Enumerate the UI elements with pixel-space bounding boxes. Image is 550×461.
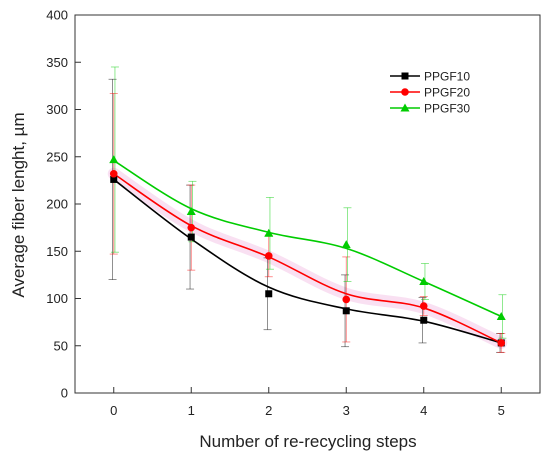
point-ppgf30-1 <box>186 207 196 216</box>
point-ppgf10-1 <box>187 233 195 241</box>
y-tick-label-300: 300 <box>46 102 68 117</box>
point-ppgf10-0 <box>110 175 118 183</box>
point-ppgf30-0 <box>109 155 119 164</box>
point-ppgf20-5 <box>497 339 506 347</box>
x-tick-label-0: 0 <box>110 403 117 418</box>
x-tick-label-5: 5 <box>498 403 505 418</box>
x-tick-label-4: 4 <box>420 403 427 418</box>
legend-marker-ppgf30 <box>400 103 410 112</box>
point-ppgf20-0 <box>109 169 118 178</box>
point-ppgf10-4 <box>420 316 428 324</box>
point-ppgf20-4 <box>419 302 428 310</box>
x-tick-label-2: 2 <box>265 403 272 418</box>
y-tick-label-400: 400 <box>46 8 68 23</box>
point-ppgf30-2 <box>264 228 274 237</box>
legend-label-ppgf10: PPGF10 <box>424 70 470 84</box>
y-tick-label-0: 0 <box>61 386 68 401</box>
legend-label-ppgf20: PPGF20 <box>424 86 470 100</box>
legend-marker-ppgf10 <box>401 72 409 80</box>
point-ppgf30-3 <box>341 240 351 249</box>
point-ppgf10-2 <box>265 290 273 298</box>
y-axis-title: Average fiber lenght, µm <box>9 112 28 297</box>
y-tick-label-100: 100 <box>46 291 68 306</box>
series-line-ppgf20 <box>113 173 502 344</box>
x-tick-label-1: 1 <box>188 403 195 418</box>
y-tick-label-250: 250 <box>46 149 68 164</box>
series-line-ppgf10 <box>113 178 502 344</box>
data-markers <box>109 155 506 347</box>
y-tick-label-50: 50 <box>54 338 68 353</box>
point-ppgf20-2 <box>264 252 273 260</box>
y-axis-ticks: 0 50 100 150 200 250 300 350 400 <box>46 8 81 401</box>
series-lines <box>113 159 502 344</box>
point-ppgf20-3 <box>342 295 351 304</box>
series-line-ppgf30 <box>113 159 502 318</box>
point-ppgf10-3 <box>342 307 350 315</box>
legend: PPGF10 PPGF20 PPGF30 <box>390 70 470 116</box>
x-axis-ticks: 0 1 2 3 4 5 <box>110 387 505 418</box>
y-tick-label-200: 200 <box>46 197 68 212</box>
y-tick-label-150: 150 <box>46 244 68 259</box>
point-ppgf20-1 <box>187 223 196 232</box>
x-tick-label-3: 3 <box>343 403 350 418</box>
x-axis-title: Number of re-recycling steps <box>199 432 416 451</box>
legend-label-ppgf30: PPGF30 <box>424 102 470 116</box>
legend-marker-ppgf20 <box>401 88 409 96</box>
point-ppgf30-4 <box>419 276 429 285</box>
y-tick-label-350: 350 <box>46 55 68 70</box>
point-ppgf30-5 <box>496 311 506 320</box>
